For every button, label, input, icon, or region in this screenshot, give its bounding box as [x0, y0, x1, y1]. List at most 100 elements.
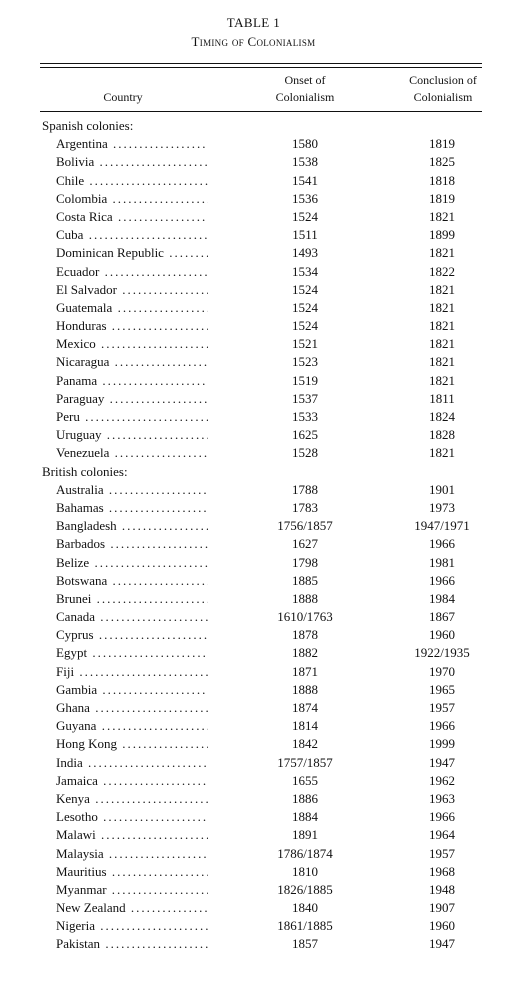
conclusion-cell: 1821 [429, 318, 455, 334]
conclusion-cell: 1984 [429, 590, 455, 606]
country-cell: Bahamas ................................… [56, 499, 208, 517]
country-name: Bolivia [56, 154, 95, 170]
table-row: Canada .................................… [0, 608, 507, 626]
onset-cell: 1814 [292, 718, 318, 734]
onset-cell: 1786/1874 [277, 845, 333, 861]
dot-leader: ........................................… [100, 918, 208, 934]
dot-leader: ........................................… [111, 881, 208, 897]
onset-cell: 1523 [292, 354, 318, 370]
country-cell: Argentina ..............................… [56, 135, 208, 153]
table-row: Bolivia ................................… [0, 153, 507, 171]
country-name: Botswana [56, 572, 108, 588]
onset-cell: 1610/1763 [277, 609, 333, 625]
country-cell: Lesotho ................................… [56, 808, 208, 826]
header-conclusion-line1: Conclusion of [409, 73, 477, 87]
country-cell: Peru ...................................… [56, 408, 208, 426]
table-row: Colombia ...............................… [0, 190, 507, 208]
country-name: Dominican Republic [56, 245, 164, 261]
table-row: Mexico .................................… [0, 335, 507, 353]
table-row: Mauritius ..............................… [0, 863, 507, 881]
country-cell: Egypt ..................................… [56, 644, 208, 662]
country-cell: Chile ..................................… [56, 172, 208, 190]
onset-cell: 1861/1885 [277, 918, 333, 934]
header-conclusion-line2: Colonialism [413, 90, 473, 104]
dot-leader: ........................................… [100, 336, 208, 352]
onset-cell: 1519 [292, 372, 318, 388]
conclusion-cell: 1821 [429, 281, 455, 297]
country-name: Costa Rica [56, 208, 113, 224]
onset-cell: 1756/1857 [277, 518, 333, 534]
onset-cell: 1888 [292, 590, 318, 606]
country-name: Cuba [56, 227, 84, 243]
dot-leader: ........................................… [104, 263, 208, 279]
group-label: British colonies: [42, 463, 128, 479]
conclusion-cell: 1966 [429, 718, 455, 734]
table-row: Fiji ...................................… [0, 663, 507, 681]
country-cell: Barbados ...............................… [56, 535, 208, 553]
country-name: Colombia [56, 190, 108, 206]
header-onset-line1: Onset of [284, 73, 326, 87]
country-cell: Panama .................................… [56, 372, 208, 390]
dot-leader: ........................................… [112, 190, 208, 206]
country-cell: El Salvador ............................… [56, 281, 208, 299]
country-name: Egypt [56, 645, 88, 661]
country-name: Australia [56, 481, 104, 497]
table-row: Paraguay ...............................… [0, 390, 507, 408]
dot-leader: ........................................… [87, 754, 208, 770]
onset-cell: 1878 [292, 627, 318, 643]
table-row: India ..................................… [0, 754, 507, 772]
table-row: Belize .................................… [0, 554, 507, 572]
conclusion-cell: 1821 [429, 208, 455, 224]
country-name: Guatemala [56, 299, 113, 315]
country-name: Jamaica [56, 772, 98, 788]
conclusion-cell: 1811 [429, 390, 455, 406]
table-row: Guyana .................................… [0, 717, 507, 735]
onset-cell: 1871 [292, 663, 318, 679]
country-name: Uruguay [56, 427, 102, 443]
dot-leader: ........................................… [112, 572, 208, 588]
onset-cell: 1842 [292, 736, 318, 752]
country-name: Gambia [56, 681, 98, 697]
conclusion-cell: 1899 [429, 227, 455, 243]
conclusion-cell: 1962 [429, 772, 455, 788]
dot-leader: ........................................… [122, 736, 208, 752]
country-cell: Dominican Republic .....................… [56, 244, 208, 262]
table-row: Malawi .................................… [0, 826, 507, 844]
country-name: Fiji [56, 663, 75, 679]
country-cell: Guyana .................................… [56, 717, 208, 735]
table-row: El Salvador ............................… [0, 281, 507, 299]
dot-leader: ........................................… [101, 718, 208, 734]
table-row: Costa Rica .............................… [0, 208, 507, 226]
table-row: Gambia .................................… [0, 681, 507, 699]
country-cell: Uruguay ................................… [56, 426, 208, 444]
onset-cell: 1533 [292, 409, 318, 424]
onset-cell: 1580 [292, 136, 318, 152]
conclusion-cell: 1964 [429, 827, 455, 843]
header-onset-line2: Colonialism [275, 90, 335, 104]
country-name: Guyana [56, 718, 97, 734]
country-cell: Cuba ...................................… [56, 226, 208, 244]
table-row: Nicaragua ..............................… [0, 353, 507, 371]
country-cell: Gambia .................................… [56, 681, 208, 699]
country-cell: India ..................................… [56, 754, 208, 772]
country-cell: Fiji ...................................… [56, 663, 208, 681]
conclusion-cell: 1965 [429, 681, 455, 697]
dot-leader: ........................................… [95, 700, 208, 715]
onset-cell: 1524 [292, 318, 318, 334]
table-body: Spanish colonies: Argentina .............… [0, 117, 507, 954]
conclusion-cell: 1821 [429, 245, 455, 261]
country-cell: Malawi .................................… [56, 826, 208, 844]
country-name: Panama [56, 372, 98, 388]
onset-cell: 1874 [292, 700, 318, 715]
conclusion-cell: 1999 [429, 736, 455, 752]
conclusion-cell: 1966 [429, 536, 455, 552]
header-onset: Onset of Colonialism [255, 72, 355, 106]
conclusion-cell: 1981 [429, 554, 455, 570]
dot-leader: ........................................… [108, 481, 208, 497]
onset-cell: 1888 [292, 681, 318, 697]
onset-cell: 1840 [292, 900, 318, 916]
dot-leader: ........................................… [94, 554, 208, 570]
table-row: Barbados ...............................… [0, 535, 507, 553]
onset-cell: 1882 [292, 645, 318, 661]
onset-cell: 1524 [292, 208, 318, 224]
